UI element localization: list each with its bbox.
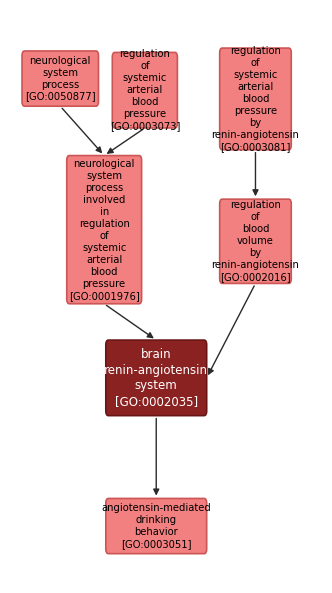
FancyBboxPatch shape <box>112 52 177 128</box>
FancyBboxPatch shape <box>220 48 291 150</box>
Text: neurological
system
process
involved
in
regulation
of
systemic
arterial
blood
pr: neurological system process involved in … <box>69 159 139 301</box>
Text: neurological
system
process
[GO:0050877]: neurological system process [GO:0050877] <box>25 56 96 101</box>
FancyBboxPatch shape <box>106 340 207 416</box>
Text: brain
renin-angiotensin
system
[GO:0002035]: brain renin-angiotensin system [GO:00020… <box>104 348 208 407</box>
Text: regulation
of
systemic
arterial
blood
pressure
by
renin-angiotensin
[GO:0003081]: regulation of systemic arterial blood pr… <box>211 46 299 152</box>
FancyBboxPatch shape <box>22 51 99 106</box>
Text: regulation
of
blood
volume
by
renin-angiotensin
[GO:0002016]: regulation of blood volume by renin-angi… <box>211 200 299 282</box>
Text: regulation
of
systemic
arterial
blood
pressure
[GO:0003073]: regulation of systemic arterial blood pr… <box>110 49 180 131</box>
FancyBboxPatch shape <box>106 499 207 554</box>
FancyBboxPatch shape <box>67 155 142 304</box>
FancyBboxPatch shape <box>220 199 291 283</box>
Text: angiotensin-mediated
drinking
behavior
[GO:0003051]: angiotensin-mediated drinking behavior [… <box>101 503 211 549</box>
